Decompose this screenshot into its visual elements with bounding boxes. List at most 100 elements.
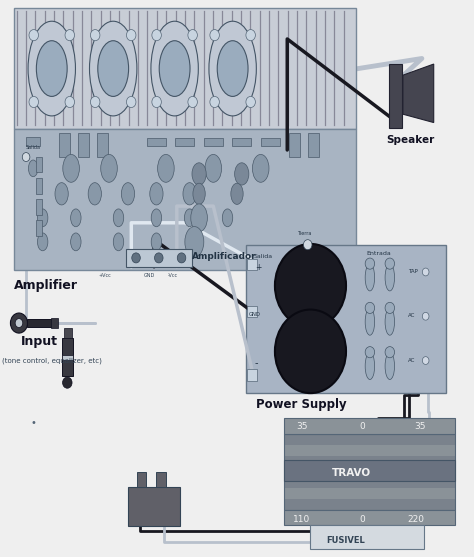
Bar xyxy=(310,525,424,549)
Circle shape xyxy=(152,30,161,41)
Ellipse shape xyxy=(385,258,394,269)
Text: 35: 35 xyxy=(296,422,308,432)
Text: -Vcc: -Vcc xyxy=(167,273,177,278)
Bar xyxy=(246,245,446,393)
Text: Input: Input xyxy=(21,335,58,348)
Circle shape xyxy=(177,253,186,263)
Ellipse shape xyxy=(192,163,206,185)
Ellipse shape xyxy=(36,41,67,96)
Ellipse shape xyxy=(71,233,81,251)
Ellipse shape xyxy=(385,353,394,379)
Ellipse shape xyxy=(184,209,195,227)
Text: Amplificador: Amplificador xyxy=(191,252,256,261)
Bar xyxy=(389,64,402,128)
Text: AC: AC xyxy=(408,314,415,319)
Bar xyxy=(284,445,455,456)
Circle shape xyxy=(29,30,38,41)
Ellipse shape xyxy=(185,227,204,257)
Bar xyxy=(284,460,455,481)
Ellipse shape xyxy=(121,183,135,205)
Ellipse shape xyxy=(189,233,200,251)
Ellipse shape xyxy=(385,346,394,358)
Ellipse shape xyxy=(385,264,394,291)
Circle shape xyxy=(303,240,312,250)
Ellipse shape xyxy=(365,264,374,291)
Text: Amplifier: Amplifier xyxy=(14,278,78,291)
Text: 0: 0 xyxy=(359,422,365,432)
Text: (tone control, equalizer, etc): (tone control, equalizer, etc) xyxy=(2,357,102,364)
Circle shape xyxy=(29,96,38,108)
Bar xyxy=(284,477,455,488)
Bar xyxy=(147,138,166,146)
Bar xyxy=(36,157,42,173)
Text: 220: 220 xyxy=(407,515,424,524)
Bar xyxy=(247,258,257,270)
Ellipse shape xyxy=(88,183,101,205)
Bar xyxy=(62,355,73,360)
Ellipse shape xyxy=(365,309,374,335)
Bar xyxy=(126,249,192,267)
Ellipse shape xyxy=(100,154,118,182)
Text: GND: GND xyxy=(144,273,155,278)
Circle shape xyxy=(422,268,429,276)
Text: 0: 0 xyxy=(359,515,365,524)
Text: TAP: TAP xyxy=(408,269,418,274)
Circle shape xyxy=(422,312,429,320)
Circle shape xyxy=(132,253,140,263)
Bar xyxy=(284,467,455,477)
Bar xyxy=(64,328,72,338)
Circle shape xyxy=(152,96,161,108)
Ellipse shape xyxy=(235,163,249,185)
Circle shape xyxy=(63,377,72,388)
Bar xyxy=(284,434,455,445)
Circle shape xyxy=(210,96,219,108)
Ellipse shape xyxy=(231,183,243,204)
Ellipse shape xyxy=(385,302,394,314)
Text: -: - xyxy=(255,358,258,368)
Bar xyxy=(51,318,58,328)
Ellipse shape xyxy=(365,302,374,314)
Ellipse shape xyxy=(37,209,48,227)
Ellipse shape xyxy=(191,204,207,232)
Circle shape xyxy=(22,153,30,162)
Text: GND: GND xyxy=(249,312,261,317)
Bar xyxy=(284,434,455,510)
Text: 110: 110 xyxy=(293,515,310,524)
Text: 35: 35 xyxy=(414,422,426,432)
Ellipse shape xyxy=(28,160,38,177)
Bar xyxy=(289,134,300,157)
Bar xyxy=(36,178,42,194)
Text: FUSIVEL: FUSIVEL xyxy=(327,536,365,545)
Text: +: + xyxy=(255,263,261,272)
Ellipse shape xyxy=(222,209,233,227)
Ellipse shape xyxy=(205,154,221,182)
Bar xyxy=(308,134,319,157)
Bar xyxy=(284,488,455,499)
Bar xyxy=(156,472,166,487)
Ellipse shape xyxy=(183,183,196,205)
Circle shape xyxy=(65,30,74,41)
Text: TRAVO: TRAVO xyxy=(332,468,371,478)
Bar xyxy=(14,8,356,129)
Ellipse shape xyxy=(151,209,162,227)
Text: Entrada: Entrada xyxy=(366,251,391,256)
Bar xyxy=(78,134,89,157)
Ellipse shape xyxy=(113,209,124,227)
Bar xyxy=(204,138,223,146)
Circle shape xyxy=(275,310,346,393)
Circle shape xyxy=(10,313,27,333)
Ellipse shape xyxy=(71,209,81,227)
Circle shape xyxy=(65,96,74,108)
Ellipse shape xyxy=(365,346,374,358)
Text: Salida: Salida xyxy=(254,255,273,260)
Circle shape xyxy=(155,253,163,263)
Circle shape xyxy=(188,96,197,108)
Bar xyxy=(36,221,42,236)
Circle shape xyxy=(127,96,136,108)
Ellipse shape xyxy=(90,21,137,116)
Bar xyxy=(284,499,455,510)
Ellipse shape xyxy=(151,21,198,116)
Bar xyxy=(284,510,455,525)
Bar xyxy=(284,418,455,434)
Ellipse shape xyxy=(209,21,256,116)
